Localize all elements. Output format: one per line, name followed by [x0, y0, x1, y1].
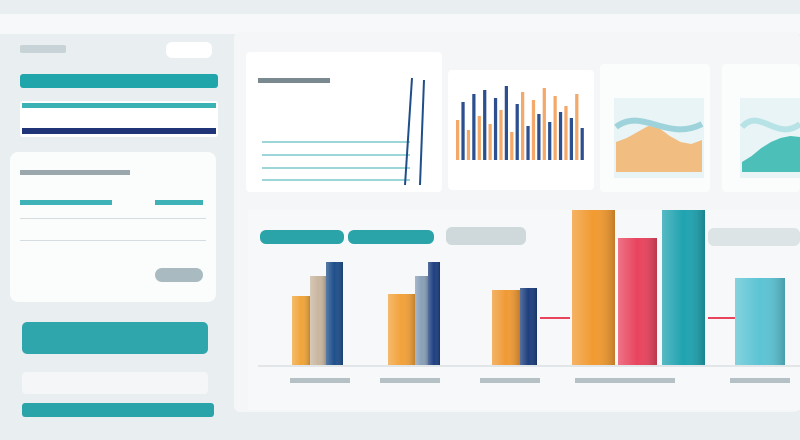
mini-bar — [564, 106, 568, 160]
mini-bar — [537, 114, 541, 160]
nav-card-bottom — [22, 128, 216, 134]
bar-shade — [415, 276, 428, 365]
tab[interactable] — [348, 230, 434, 244]
filter-bar — [20, 200, 112, 205]
card — [246, 52, 442, 192]
tab[interactable] — [708, 228, 800, 246]
divider — [20, 218, 206, 219]
mini-bar — [569, 118, 573, 160]
tab[interactable] — [260, 230, 344, 244]
trend-lines — [262, 77, 425, 186]
footer-button[interactable] — [22, 403, 214, 417]
divider — [20, 240, 206, 241]
card-title — [258, 78, 330, 83]
mini-bar — [456, 120, 460, 160]
tab[interactable] — [446, 227, 526, 245]
mini-bar — [580, 128, 584, 160]
axis-labels — [290, 378, 790, 383]
mini-bar — [548, 122, 552, 160]
list-item[interactable] — [22, 372, 208, 394]
filter-bar — [155, 200, 203, 205]
bar-shade — [520, 288, 537, 365]
mini-bar — [461, 102, 465, 160]
mini-bar — [521, 92, 525, 160]
nav-item[interactable] — [20, 74, 218, 88]
bar-shade — [428, 262, 440, 365]
mini-bar — [553, 96, 557, 160]
bar-shade — [292, 296, 310, 365]
nav-card-top — [22, 103, 216, 108]
mini-bar — [499, 110, 503, 160]
logo — [20, 45, 66, 53]
mini-bar — [466, 130, 471, 160]
mini-bar — [493, 98, 498, 160]
primary-button[interactable] — [22, 322, 208, 354]
mini-bar — [477, 116, 481, 160]
filter-heading — [20, 170, 130, 175]
mini-bar — [488, 124, 492, 160]
mini-bar — [472, 94, 476, 160]
bar-shade — [492, 290, 520, 365]
mini-bar — [483, 90, 487, 160]
mini-bar — [526, 126, 530, 160]
mini-bar — [515, 104, 519, 160]
top-bar — [0, 14, 800, 34]
mini-bar — [510, 132, 514, 160]
area-top — [739, 117, 800, 133]
area — [742, 136, 800, 172]
bar-shade — [662, 210, 705, 365]
area-top — [614, 117, 704, 133]
mini-bar — [558, 112, 563, 160]
mini-bar — [542, 88, 546, 160]
bar-shade — [618, 238, 657, 365]
bar-shade — [735, 278, 785, 365]
mini-bar — [531, 100, 536, 160]
bar-shade — [310, 276, 326, 365]
bar-shade — [326, 262, 343, 365]
bar-shade — [388, 294, 415, 365]
search[interactable] — [166, 42, 212, 58]
toggle[interactable] — [155, 268, 203, 282]
filter-panel — [10, 152, 216, 302]
mini-bar — [575, 94, 579, 160]
mini-bar — [504, 86, 508, 160]
bar-shade — [572, 210, 615, 365]
area — [616, 126, 702, 172]
